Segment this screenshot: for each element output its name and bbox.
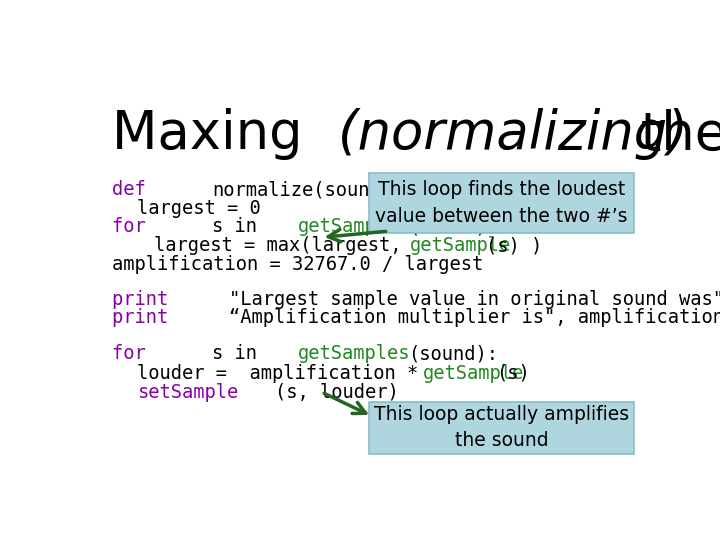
Text: s in: s in xyxy=(212,345,268,363)
Text: for: for xyxy=(112,218,157,237)
Text: (sound):: (sound): xyxy=(408,345,498,363)
Text: (normalizing): (normalizing) xyxy=(338,109,688,160)
Text: (sound):: (sound): xyxy=(408,218,498,237)
Text: (s, louder): (s, louder) xyxy=(275,382,399,402)
Text: Maxing: Maxing xyxy=(112,109,320,160)
Text: getSample: getSample xyxy=(423,364,524,383)
Text: getSample: getSample xyxy=(410,236,511,255)
Text: for: for xyxy=(112,345,157,363)
Text: s in: s in xyxy=(212,218,268,237)
Text: amplification = 32767.0 / largest: amplification = 32767.0 / largest xyxy=(112,255,484,274)
Text: normalize(sound):: normalize(sound): xyxy=(212,180,403,199)
Text: "Largest sample value in original sound was",  largest: "Largest sample value in original sound … xyxy=(230,290,720,309)
Text: getSamples: getSamples xyxy=(298,218,410,237)
FancyBboxPatch shape xyxy=(369,173,634,233)
Text: largest = max(largest,: largest = max(largest, xyxy=(154,236,413,255)
Text: largest = 0: largest = 0 xyxy=(138,199,261,218)
Text: print: print xyxy=(112,290,180,309)
Text: def: def xyxy=(112,180,157,199)
Text: getSamples: getSamples xyxy=(298,345,410,363)
Text: (s) ): (s) ) xyxy=(486,236,542,255)
Text: the sound: the sound xyxy=(624,109,720,160)
Text: (s): (s) xyxy=(497,364,530,383)
Text: This loop actually amplifies
the sound: This loop actually amplifies the sound xyxy=(374,405,629,450)
Text: louder =  amplification *: louder = amplification * xyxy=(138,364,430,383)
Text: “Amplification multiplier is", amplification: “Amplification multiplier is", amplifica… xyxy=(230,308,720,327)
Text: print: print xyxy=(112,308,180,327)
Text: This loop finds the loudest
value between the two #’s: This loop finds the loudest value betwee… xyxy=(375,180,628,226)
Text: setSample: setSample xyxy=(138,382,239,402)
FancyBboxPatch shape xyxy=(369,402,634,454)
